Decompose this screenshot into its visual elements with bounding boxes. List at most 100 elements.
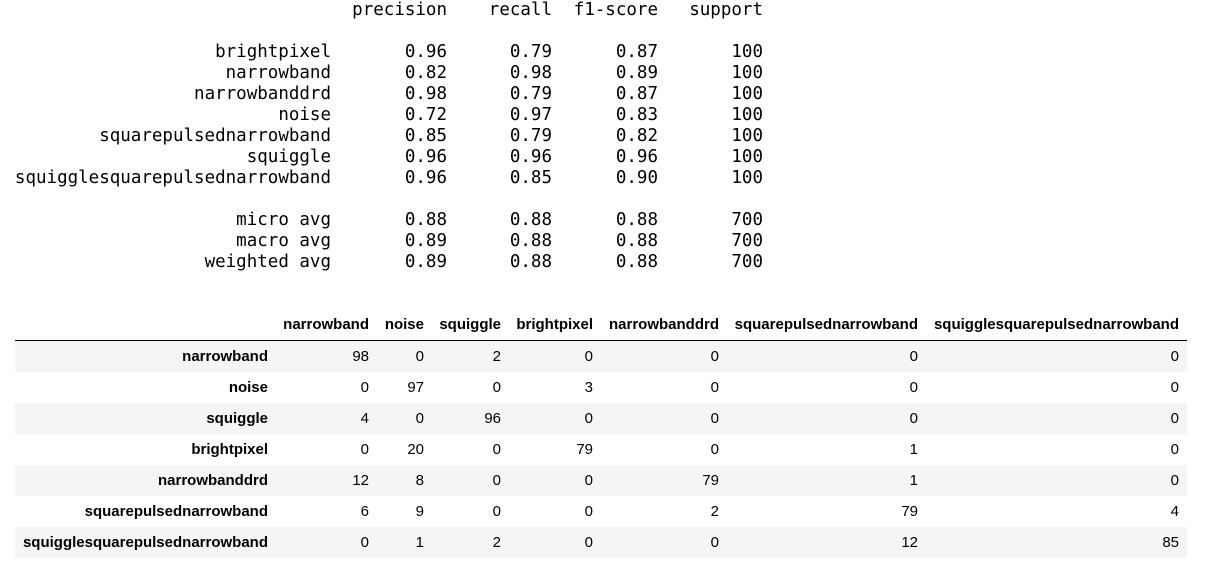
report-value: 700	[731, 209, 763, 230]
report-value: 0.98	[404, 83, 447, 104]
report-value: 0.96	[615, 146, 658, 167]
report-value: 100	[731, 62, 763, 83]
table-cell: 79	[576, 441, 593, 458]
table-cell: 0	[584, 534, 593, 551]
table-cell: 0	[710, 379, 719, 396]
report-label: weighted avg	[204, 251, 331, 272]
table-cell: 96	[484, 410, 501, 427]
table-cell: 0	[909, 348, 918, 365]
report-label: squiggle	[246, 146, 331, 167]
column-header: squigglesquarepulsednarrowband	[933, 316, 1179, 333]
table-cell: 0	[1170, 472, 1179, 489]
column-header: brightpixel	[516, 316, 593, 333]
table-cell: 4	[360, 410, 369, 427]
report-value: 0.87	[615, 83, 658, 104]
report-value: 0.88	[615, 209, 658, 230]
table-cell: 2	[492, 348, 501, 365]
report-label: squarepulsednarrowband	[99, 125, 331, 146]
table-cell: 98	[352, 348, 369, 365]
report-value: 0.89	[404, 230, 447, 251]
report-value: 0.96	[404, 146, 447, 167]
table-cell: 85	[1162, 534, 1179, 551]
table-cell: 2	[710, 503, 719, 520]
table-cell: 1	[415, 534, 424, 551]
report-value: 0.98	[509, 62, 552, 83]
report-value: 0.79	[509, 83, 552, 104]
table-cell: 79	[702, 472, 719, 489]
report-value: 100	[731, 125, 763, 146]
column-header: noise	[384, 316, 424, 333]
table-cell: 1	[909, 441, 918, 458]
report-value: 100	[731, 41, 763, 62]
report-value: 0.72	[404, 104, 447, 125]
report-header: precision	[352, 0, 447, 20]
row-header: narrowband	[182, 348, 268, 365]
report-value: 0.88	[615, 251, 658, 272]
table-cell: 4	[1170, 503, 1179, 520]
table-cell: 0	[360, 379, 369, 396]
report-value: 0.96	[404, 41, 447, 62]
report-value: 0.89	[615, 62, 658, 83]
report-value: 0.88	[509, 209, 552, 230]
row-stripe	[15, 527, 1187, 558]
table-cell: 0	[492, 379, 501, 396]
report-value: 0.88	[615, 230, 658, 251]
report-value: 0.85	[509, 167, 552, 188]
table-cell: 0	[1170, 441, 1179, 458]
table-cell: 6	[360, 503, 369, 520]
table-cell: 0	[584, 410, 593, 427]
report-label: squigglesquarepulsednarrowband	[14, 167, 331, 188]
table-cell: 0	[1170, 379, 1179, 396]
table-cell: 2	[492, 534, 501, 551]
header-rule	[15, 340, 1187, 341]
table-cell: 12	[352, 472, 369, 489]
report-value: 0.89	[404, 251, 447, 272]
table-cell: 0	[584, 348, 593, 365]
report-value: 0.82	[404, 62, 447, 83]
column-header: narrowbanddrd	[608, 316, 719, 333]
table-cell: 0	[492, 441, 501, 458]
report-header: support	[689, 0, 763, 20]
report-value: 0.97	[509, 104, 552, 125]
row-header: brightpixel	[191, 441, 268, 458]
report-label: brightpixel	[215, 41, 331, 62]
row-header: narrowbanddrd	[157, 472, 268, 489]
table-cell: 20	[407, 441, 424, 458]
report-value: 100	[731, 146, 763, 167]
report-value: 100	[731, 167, 763, 188]
table-cell: 1	[909, 472, 918, 489]
report-value: 100	[731, 104, 763, 125]
table-cell: 3	[584, 379, 593, 396]
report-value: 0.90	[615, 167, 658, 188]
table-cell: 0	[360, 441, 369, 458]
table-cell: 0	[710, 441, 719, 458]
report-value: 0.83	[615, 104, 658, 125]
report-value: 0.88	[509, 230, 552, 251]
table-cell: 0	[909, 410, 918, 427]
table-cell: 0	[492, 472, 501, 489]
report-header: recall	[488, 0, 552, 20]
row-header: noise	[228, 379, 268, 396]
report-label: narrowband	[225, 62, 331, 83]
report-label: narrowbanddrd	[194, 83, 331, 104]
report-value: 0.79	[509, 125, 552, 146]
table-cell: 0	[415, 348, 424, 365]
report-value: 0.96	[404, 167, 447, 188]
table-cell: 0	[492, 503, 501, 520]
report-value: 0.85	[404, 125, 447, 146]
column-header: narrowband	[283, 316, 369, 333]
row-stripe	[15, 403, 1187, 434]
table-cell: 12	[901, 534, 918, 551]
report-value: 0.88	[404, 209, 447, 230]
column-header: squiggle	[439, 316, 501, 333]
table-cell: 0	[909, 379, 918, 396]
report-value: 700	[731, 230, 763, 251]
table-cell: 0	[584, 472, 593, 489]
column-header: squarepulsednarrowband	[734, 316, 918, 333]
table-cell: 0	[710, 534, 719, 551]
report-value: 0.79	[509, 41, 552, 62]
table-cell: 8	[415, 472, 424, 489]
report-value: 0.82	[615, 125, 658, 146]
row-header: squiggle	[206, 410, 268, 427]
table-cell: 0	[584, 503, 593, 520]
